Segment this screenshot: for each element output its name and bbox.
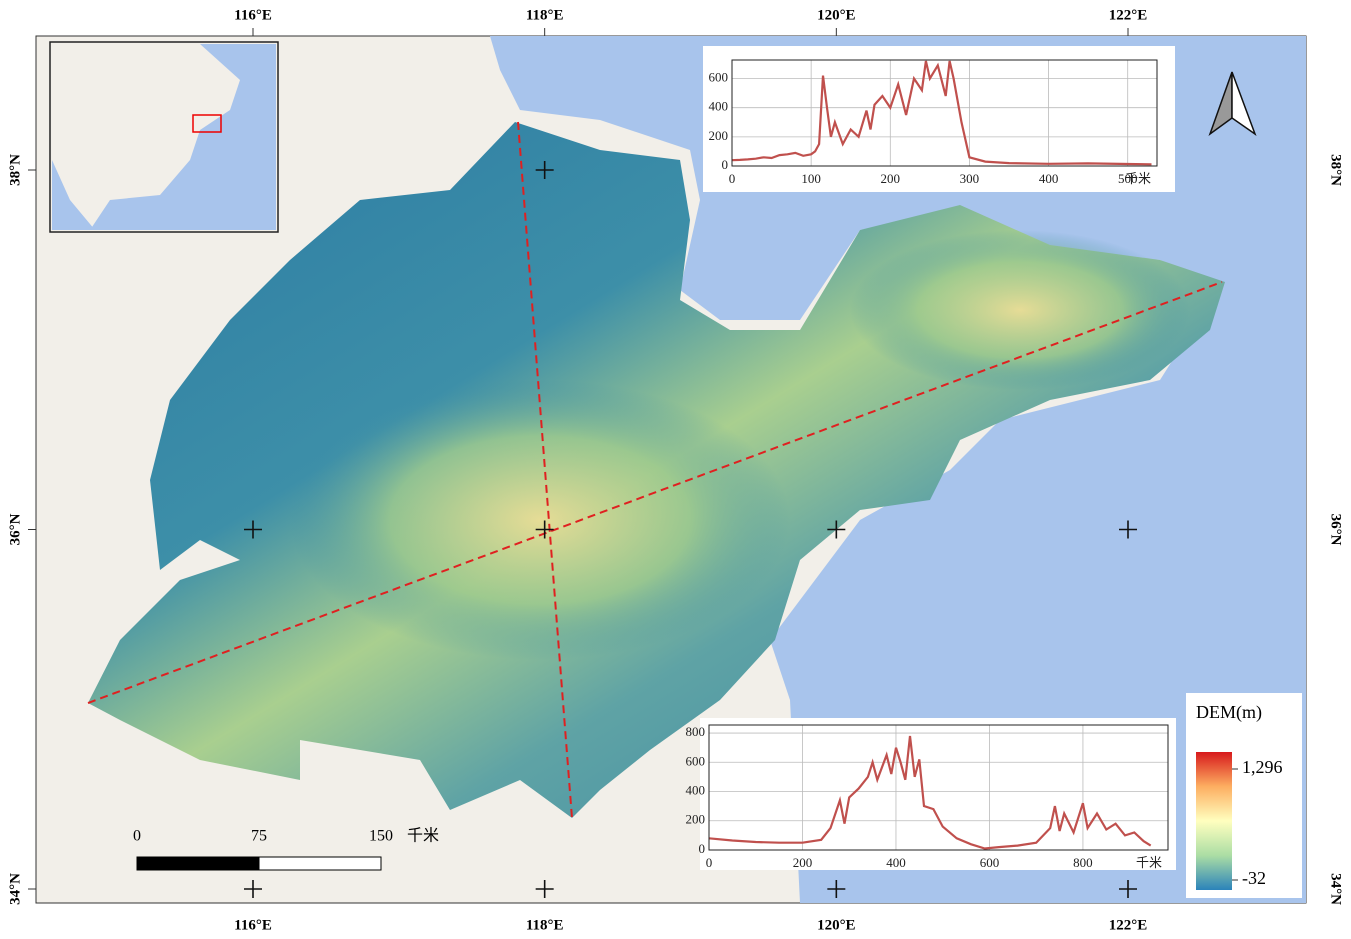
legend-min: -32 (1242, 868, 1266, 888)
lat-label: 38°N (7, 154, 23, 186)
north-arrow-right (1231, 71, 1257, 136)
inset-sea (52, 160, 95, 230)
graticule-cross (535, 880, 554, 898)
x-tick-label: 800 (1073, 855, 1093, 870)
y-tick-label: 400 (686, 783, 706, 798)
x-tick-label: 200 (881, 171, 901, 186)
x-tick-label: 200 (793, 855, 813, 870)
lat-label: 36°N (7, 513, 23, 545)
profile-line (731, 60, 1152, 166)
y-tick-label: 0 (699, 841, 706, 856)
y-tick-label: 600 (709, 70, 729, 85)
x-axis-label: 千米 (1136, 855, 1162, 870)
x-tick-label: 400 (1039, 171, 1059, 186)
x-tick-label: 600 (980, 855, 1000, 870)
y-tick-label: 400 (709, 99, 729, 114)
legend-ramp (1196, 752, 1232, 890)
x-tick-label: 100 (801, 171, 821, 186)
scale-segment (136, 856, 260, 871)
lon-label: 120°E (817, 7, 856, 23)
profile-chart: 0 200 400 600 800 0 200 400 600 800 千米 (686, 724, 1169, 870)
graticule-cross (827, 880, 846, 898)
x-axis-label: 千米 (1125, 171, 1151, 186)
scale-label: 0 (133, 828, 141, 845)
lon-label: 118°E (526, 917, 564, 933)
central-mountains (290, 380, 790, 660)
plot-border (731, 59, 1158, 167)
lat-label: 34°N (1328, 873, 1344, 905)
profile-line (708, 735, 1152, 850)
plot-area (732, 60, 1157, 166)
y-tick-label: 0 (722, 157, 729, 172)
lon-label: 116°E (234, 917, 272, 933)
x-tick-label: 500 (1118, 171, 1138, 186)
plot-area (709, 725, 1168, 850)
profile-line (87, 281, 1223, 704)
y-tick-label: 600 (686, 753, 706, 768)
inset-map (49, 41, 279, 233)
north-arrow (1208, 71, 1257, 137)
graticule-cross (827, 520, 846, 539)
x-tick-label: 300 (960, 171, 980, 186)
lat-label: 38°N (1328, 154, 1344, 186)
inset-sea (90, 44, 276, 230)
x-tick-label: 0 (706, 855, 713, 870)
plot-border (708, 724, 1169, 851)
scale-unit: 千米 (407, 827, 439, 845)
lon-label: 116°E (234, 7, 272, 23)
graticule-cross (535, 520, 554, 539)
y-tick-label: 200 (686, 812, 706, 827)
legend: DEM(m) 1,296 -32 (1186, 693, 1302, 898)
lon-label: 122°E (1109, 917, 1148, 933)
scale-bar: 0 75 150 千米 (133, 827, 439, 871)
inset-highlight (192, 114, 222, 133)
lon-label: 120°E (817, 917, 856, 933)
scale-label: 75 (251, 828, 267, 845)
lon-label: 122°E (1109, 7, 1148, 23)
y-tick-label: 800 (686, 724, 706, 739)
graticule-cross (244, 520, 262, 539)
graticule-cross (1119, 520, 1137, 539)
x-tick-label: 400 (886, 855, 906, 870)
legend-max: 1,296 (1242, 757, 1283, 777)
graticule-cross (1119, 880, 1137, 898)
scale-label: 150 (369, 828, 393, 845)
legend-title: DEM(m) (1196, 702, 1262, 723)
graticule-cross (535, 161, 554, 179)
peninsula-hills (850, 230, 1190, 390)
graticule (244, 161, 1137, 898)
y-tick-label: 200 (709, 128, 729, 143)
scale-segment (258, 856, 382, 871)
graticule-cross (244, 880, 262, 898)
profile-chart: 0 100 200 300 400 500 0 200 400 600 千米 (709, 59, 1158, 186)
x-tick-label: 0 (729, 171, 736, 186)
lat-label: 34°N (7, 873, 23, 905)
lon-label: 118°E (526, 7, 564, 23)
lat-label: 36°N (1328, 514, 1344, 546)
